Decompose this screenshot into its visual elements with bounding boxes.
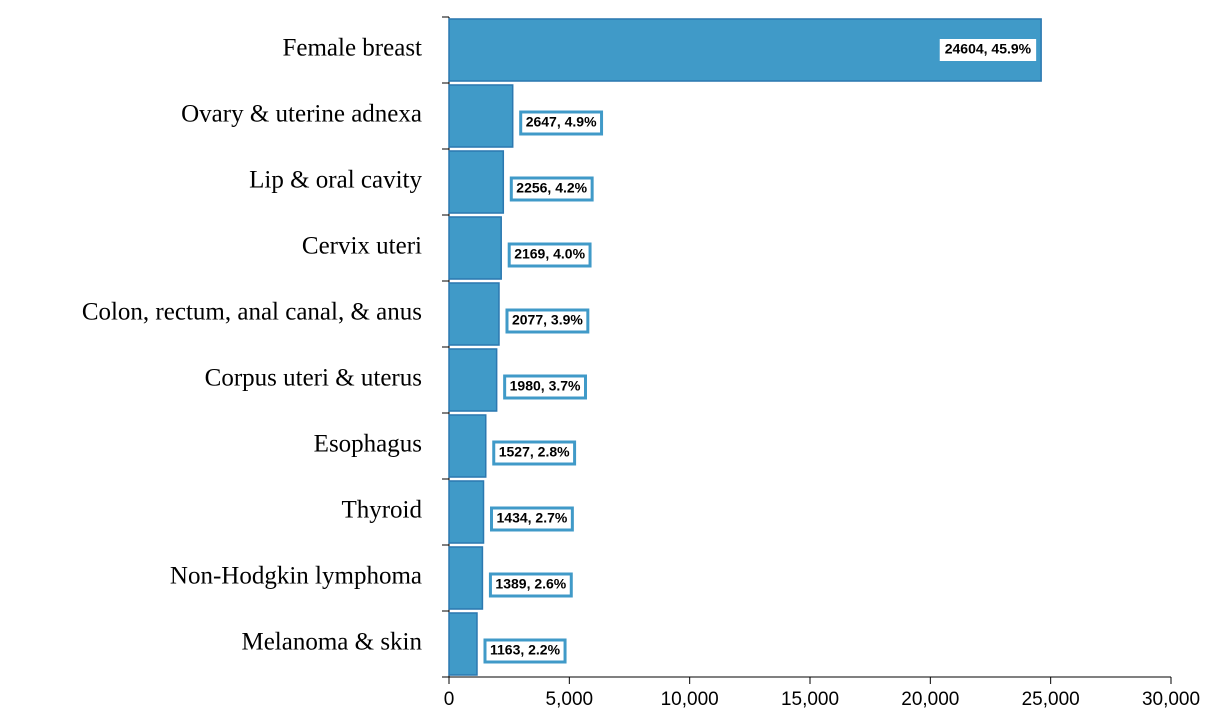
- y-tick-label: Lip & oral cavity: [249, 167, 422, 194]
- y-tick-label: Corpus uteri & uterus: [205, 365, 422, 392]
- value-label: 1980, 3.7%: [510, 378, 581, 394]
- value-label: 2077, 3.9%: [512, 312, 583, 328]
- y-tick-label: Thyroid: [341, 497, 422, 524]
- x-tick-label: 25,000: [1022, 689, 1080, 710]
- bar: [448, 414, 487, 478]
- bar: [448, 150, 505, 214]
- bar: [448, 348, 498, 412]
- value-label: 1163, 2.2%: [490, 642, 561, 658]
- value-label-box: [519, 110, 604, 136]
- y-tick-label: Female breast: [282, 35, 422, 62]
- value-label: 2256, 4.2%: [516, 180, 587, 196]
- x-tick-label: 20,000: [901, 689, 959, 710]
- value-label: 24604, 45.9%: [945, 41, 1032, 57]
- x-tick-label: 30,000: [1142, 689, 1200, 710]
- value-label-box: [490, 506, 574, 532]
- x-tick-label: 5,000: [546, 689, 594, 710]
- y-tick-label: Colon, rectum, anal canal, & anus: [82, 299, 422, 326]
- value-label-box: [509, 176, 594, 202]
- value-label: 1389, 2.6%: [495, 576, 566, 592]
- value-label-box: [483, 638, 567, 664]
- bar: [448, 216, 502, 280]
- x-tick-label: 10,000: [661, 689, 719, 710]
- value-label: 1527, 2.8%: [499, 444, 570, 460]
- value-label: 1434, 2.7%: [497, 510, 568, 526]
- y-tick-label: Non-Hodgkin lymphoma: [170, 563, 422, 590]
- bar: [448, 84, 514, 148]
- value-label-box: [939, 39, 1037, 61]
- bar: [448, 282, 500, 346]
- value-label: 2647, 4.9%: [526, 114, 597, 130]
- y-tick-label: Cervix uteri: [302, 233, 422, 260]
- y-tick-label: Ovary & uterine adnexa: [181, 101, 422, 128]
- y-tick-label: Esophagus: [314, 431, 422, 458]
- value-label-box: [503, 374, 587, 400]
- x-tick-label: 15,000: [781, 689, 839, 710]
- x-tick-label: 0: [444, 689, 455, 710]
- y-tick-label: Melanoma & skin: [241, 629, 422, 656]
- value-label-box: [492, 440, 577, 466]
- bar: [448, 546, 484, 610]
- bar: [448, 480, 485, 544]
- value-label-box: [507, 242, 592, 268]
- value-label-box: [488, 572, 573, 598]
- value-label-box: [505, 308, 590, 334]
- bar: [448, 612, 478, 676]
- value-label: 2169, 4.0%: [514, 246, 585, 262]
